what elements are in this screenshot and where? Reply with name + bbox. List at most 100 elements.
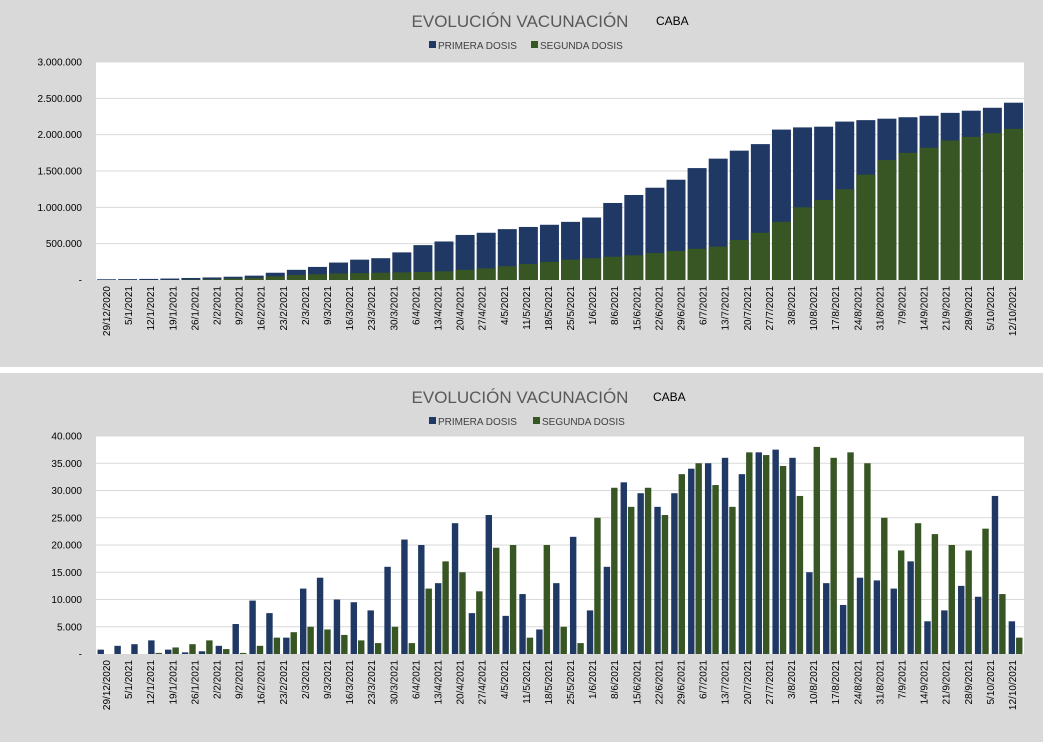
bar-segunda-dosis — [324, 629, 331, 654]
bar-segunda-dosis — [577, 643, 584, 654]
bar-primera-dosis — [468, 613, 476, 654]
bar-primera-dosis — [890, 588, 897, 654]
bar-segunda-dosis — [392, 272, 412, 280]
y-tick-label: 500.000 — [46, 239, 83, 250]
x-tick-label: 12/1/2021 — [146, 286, 157, 331]
bar-segunda-dosis — [914, 523, 922, 654]
x-tick-label: 13/4/2021 — [433, 660, 444, 705]
bar-segunda-dosis — [779, 465, 787, 654]
x-tick-label: 19/1/2021 — [168, 660, 179, 705]
x-tick-label: 5/10/2021 — [986, 286, 997, 331]
y-tick-label: 2.000.000 — [38, 130, 83, 141]
bar-primera-dosis — [721, 457, 729, 654]
y-axis: - 5.000 10.000 15.000 20.000 25.000 30.000 35.0… — [51, 432, 82, 661]
chart-panel-daily: EVOLUCIÓN VACUNACIÓN CABA PRIMERA DOSIS … — [0, 373, 1043, 742]
x-tick-label: 27/7/2021 — [765, 286, 776, 331]
y-tick-label: - — [79, 276, 82, 287]
bar-primera-dosis — [114, 645, 121, 654]
y-tick-label: 5.000 — [57, 622, 82, 633]
x-tick-label: 7/9/2021 — [897, 286, 908, 325]
legend-label-primera: PRIMERA DOSIS — [438, 417, 517, 428]
bar-segunda-dosis — [856, 174, 876, 280]
y-tick-label: 20.000 — [51, 541, 82, 552]
x-tick-label: 12/10/2021 — [1008, 660, 1019, 710]
x-tick-label: 30/3/2021 — [389, 286, 400, 331]
x-tick-label: 17/8/2021 — [831, 660, 842, 705]
bar-primera-dosis — [941, 610, 948, 654]
bar-primera-dosis — [160, 278, 180, 280]
chart-panel-cumulative: EVOLUCIÓN VACUNACIÓN CABA PRIMERA DOSIS … — [0, 0, 1043, 367]
x-tick-label: 13/7/2021 — [721, 660, 732, 705]
x-tick-label: 6/4/2021 — [411, 286, 422, 325]
bar-segunda-dosis — [919, 147, 939, 280]
x-tick-label: 9/3/2021 — [323, 660, 334, 699]
bar-primera-dosis — [553, 583, 560, 654]
x-tick-label: 27/4/2021 — [478, 660, 489, 705]
bar-segunda-dosis — [434, 271, 454, 280]
bar-segunda-dosis — [830, 457, 837, 654]
bar-segunda-dosis — [1003, 128, 1023, 280]
bar-primera-dosis — [139, 278, 159, 280]
legend-swatch-primera — [429, 41, 436, 48]
bar-segunda-dosis — [543, 545, 551, 654]
x-tick-label: 21/9/2021 — [942, 660, 953, 705]
bar-primera-dosis — [434, 583, 442, 654]
bar-primera-dosis — [620, 482, 627, 654]
x-tick-label: 4/5/2021 — [500, 286, 511, 325]
bars — [97, 446, 1023, 654]
bar-segunda-dosis — [729, 240, 749, 280]
bar-segunda-dosis — [307, 626, 314, 654]
bar-segunda-dosis — [746, 452, 753, 654]
bar-primera-dosis — [772, 449, 779, 654]
bar-primera-dosis — [476, 232, 496, 280]
legend-label-segunda: SEGUNDA DOSIS — [542, 417, 625, 428]
x-tick-label: 23/2/2021 — [279, 660, 290, 705]
x-tick-label: 29/12/2020 — [102, 286, 113, 336]
x-tick-label: 8/6/2021 — [610, 660, 621, 699]
bar-segunda-dosis — [329, 273, 349, 280]
x-tick-label: 22/6/2021 — [654, 660, 665, 705]
bar-segunda-dosis — [1016, 637, 1023, 654]
x-tick-label: 20/7/2021 — [743, 286, 754, 331]
bar-primera-dosis — [637, 493, 644, 654]
x-axis: 29/12/2020 5/1/2021 12/1/2021 19/1/2021 26/1… — [102, 286, 1019, 336]
bar-primera-dosis — [451, 523, 459, 654]
bar-primera-dosis — [367, 610, 374, 654]
y-tick-label: 2.500.000 — [38, 94, 83, 105]
bar-segunda-dosis — [223, 278, 243, 280]
x-tick-label: 2/3/2021 — [301, 286, 312, 325]
bar-segunda-dosis — [391, 626, 399, 654]
bar-primera-dosis — [118, 279, 138, 280]
x-tick-label: 2/2/2021 — [213, 286, 224, 325]
bar-segunda-dosis — [442, 561, 449, 654]
bar-segunda-dosis — [189, 644, 196, 654]
bar-segunda-dosis — [750, 232, 770, 280]
bar-segunda-dosis — [526, 637, 534, 654]
bar-primera-dosis — [485, 515, 493, 654]
bar-segunda-dosis — [864, 463, 871, 654]
x-tick-label: 28/9/2021 — [964, 286, 975, 331]
legend-label-primera: PRIMERA DOSIS — [438, 41, 517, 52]
bar-primera-dosis — [434, 241, 454, 280]
x-tick-label: 28/9/2021 — [964, 660, 975, 705]
x-tick-label: 2/3/2021 — [301, 660, 312, 699]
bar-segunda-dosis — [965, 550, 972, 654]
bar-primera-dosis — [413, 245, 433, 280]
bar-primera-dosis — [131, 644, 138, 654]
bar-primera-dosis — [384, 566, 391, 654]
bar-primera-dosis — [97, 279, 117, 280]
bar-segunda-dosis — [678, 474, 686, 654]
bar-primera-dosis — [350, 602, 358, 654]
bar-segunda-dosis — [982, 133, 1002, 280]
bar-segunda-dosis — [239, 652, 247, 654]
bar-primera-dosis — [455, 234, 475, 280]
legend-label-segunda: SEGUNDA DOSIS — [540, 41, 623, 52]
bar-primera-dosis — [738, 474, 746, 654]
bar-segunda-dosis — [476, 268, 496, 280]
x-tick-label: 3/8/2021 — [787, 660, 798, 699]
x-tick-label: 16/2/2021 — [257, 286, 268, 331]
x-tick-label: 12/1/2021 — [146, 660, 157, 705]
x-tick-label: 9/3/2021 — [323, 286, 334, 325]
bar-primera-dosis — [316, 577, 324, 654]
bar-segunda-dosis — [627, 506, 635, 654]
